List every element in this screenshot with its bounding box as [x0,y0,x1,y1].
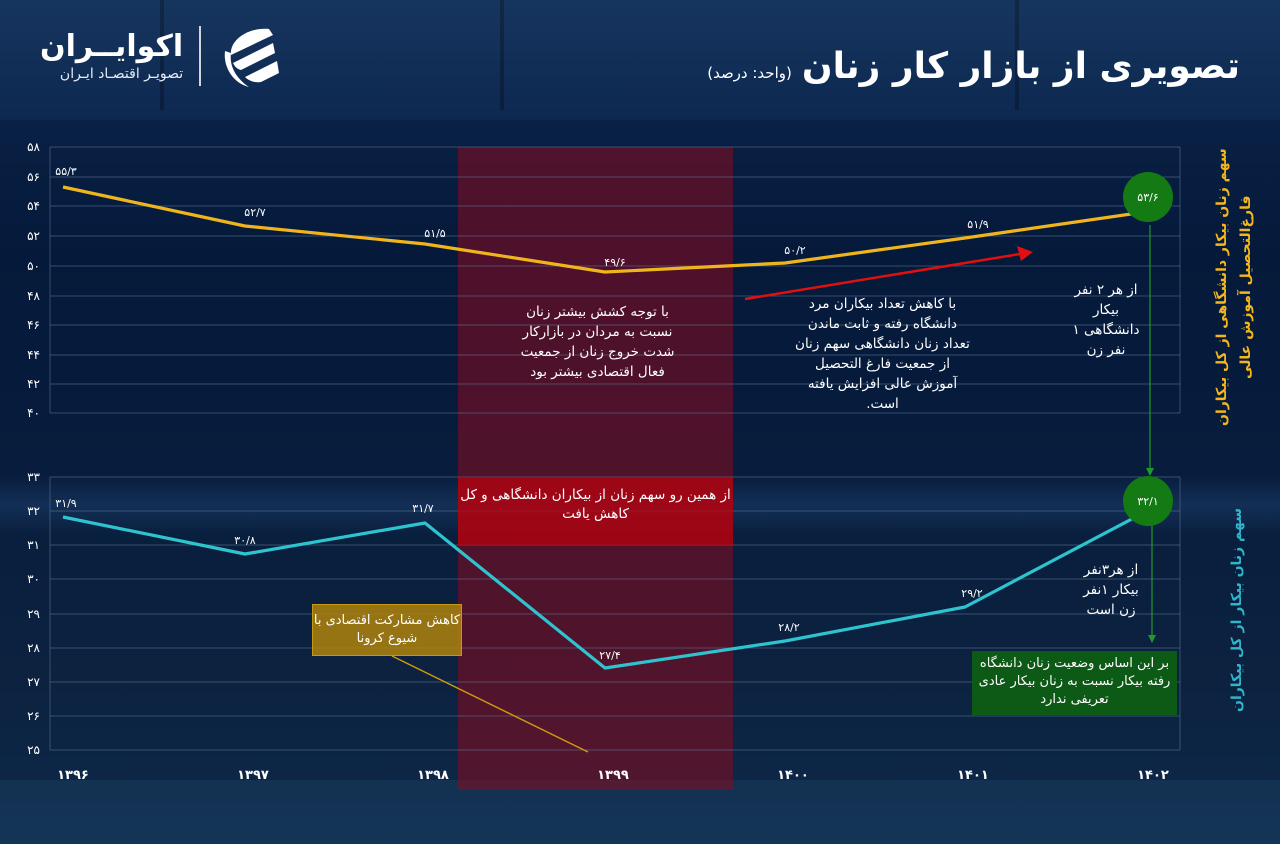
rising-trend-arrow [744,252,1021,301]
data-label: ۵۲/۷ [244,206,266,219]
data-label: ۳۱/۷ [412,502,434,515]
x-tick: ۱۳۹۸ [417,768,449,783]
logo-name: اکوایــران [40,28,184,64]
data-label: ۵۱/۵ [424,227,446,240]
covid-annotation-box: کاهش مشارکت اقتصادی با شیوع کرونا [312,604,462,656]
y-tick: ۳۲ [27,504,40,518]
total-unemployed-women-line [62,510,1146,670]
data-label: ۳۱/۹ [55,497,77,510]
university-unemployed-women-line [62,185,1146,274]
background-window-frame [1015,0,1019,110]
data-label: ۲۸/۲ [778,621,800,634]
highlight-dot-top: ۵۳/۶ [1123,172,1173,222]
conclusion-annotation-box: بر این اساس وضعیت زنان دانشگاه رفته بیکا… [972,651,1177,715]
x-tick: ۱۳۹۹ [597,768,629,783]
y-tick: ۲۵ [27,743,40,757]
covid-note-pointer [391,655,589,753]
data-label: ۵۵/۳ [55,165,77,178]
y-tick: ۳۳ [27,470,40,484]
background-window-frame [500,0,504,110]
covid-period-band [458,147,733,790]
y-tick: ۳۱ [27,538,40,552]
brand-logo: اکوایــران تصویـر اقتصـاد ایـران [40,18,287,93]
page-title-group: تصویری از بازار کار زنان (واحد: درصد) [707,46,1240,87]
covid-band-annotation: با توجه کشش بیشتر زنان نسبت به مردان در … [520,304,675,380]
data-label: ۲۹/۲ [961,587,983,600]
top-chart-y-axis: ۵۸ ۵۶ ۵۴ ۵۲ ۵۰ ۴۸ ۴۶ ۴۴ ۴۲ ۴۰ [27,140,40,420]
data-label: ۲۷/۴ [599,649,621,662]
y-tick: ۵۲ [27,229,40,243]
bottom-chart-axis-title: سهم زنان بیکار از کل بیکاران [1229,508,1245,712]
highlight-value: ۳۲/۱ [1137,494,1159,508]
one-in-three-annotation: از هر۳نفر بیکار ۱نفر زن است [1083,562,1139,618]
top-chart-grid [49,146,1181,414]
y-tick: ۴۶ [27,318,40,332]
x-axis-years: ۱۳۹۶ ۱۳۹۷ ۱۳۹۸ ۱۳۹۹ ۱۴۰۰ ۱۴۰۱ ۱۴۰۲ [57,768,1169,783]
x-tick: ۱۳۹۷ [237,768,269,783]
data-label: ۵۰/۲ [784,244,806,257]
y-tick: ۳۰ [27,572,40,586]
y-tick: ۵۶ [27,170,40,184]
background-window-frame [160,0,164,110]
y-tick: ۲۶ [27,709,40,723]
bottom-chart-data-labels: ۳۱/۹ ۳۰/۸ ۳۱/۷ ۲۷/۴ ۲۸/۲ ۲۹/۲ [55,497,983,662]
x-tick: ۱۴۰۰ [777,768,809,783]
data-label: ۵۱/۹ [967,218,989,231]
x-tick: ۱۴۰۲ [1137,768,1169,783]
bottom-chart-y-axis: ۳۳ ۳۲ ۳۱ ۳۰ ۲۹ ۲۸ ۲۷ ۲۶ ۲۵ [27,470,40,757]
one-in-two-annotation: از هر ۲ نفر بیکار دانشگاهی ۱ نفر زن [1072,282,1140,358]
y-tick: ۵۴ [27,199,40,213]
x-tick: ۱۴۰۱ [957,768,989,783]
y-tick: ۴۲ [27,377,40,391]
top-chart-axis-title: سهم زنان بیکار دانشگاهی از کل بیکاران فا… [1214,148,1254,427]
highlight-dot-bottom: ۳۲/۱ [1123,476,1173,526]
y-tick: ۵۸ [27,140,40,154]
connector-arrow-icon [1148,635,1156,643]
rising-share-annotation: با کاهش تعداد بیکاران مرد دانشگاه رفته و… [795,296,970,412]
connector-arrow-icon [1146,468,1154,476]
y-tick: ۲۷ [27,675,40,689]
page-title: تصویری از بازار کار زنان [801,46,1240,87]
decline-annotation-box: از همین رو سهم زنان از بیکاران دانشگاهی … [458,478,733,546]
arrow-head-icon [1017,246,1033,261]
data-label: ۴۹/۶ [604,256,625,269]
ecoiran-logo-icon [224,28,279,87]
top-chart-data-labels: ۵۵/۳ ۵۲/۷ ۵۱/۵ ۴۹/۶ ۵۰/۲ ۵۱/۹ [55,165,989,269]
unit-note: (واحد: درصد) [707,64,792,82]
y-tick: ۵۰ [27,259,40,273]
highlight-value: ۵۳/۶ [1137,190,1159,204]
y-tick: ۴۰ [27,406,40,420]
data-label: ۳۰/۸ [234,534,256,547]
logo-subtitle: تصویـر اقتصـاد ایـران [59,65,184,82]
y-tick: ۴۴ [27,348,40,362]
y-tick: ۴۸ [27,289,40,303]
y-tick: ۲۸ [27,641,40,655]
logo-divider [199,25,201,86]
y-tick: ۲۹ [27,607,40,621]
x-tick: ۱۳۹۶ [57,768,89,783]
